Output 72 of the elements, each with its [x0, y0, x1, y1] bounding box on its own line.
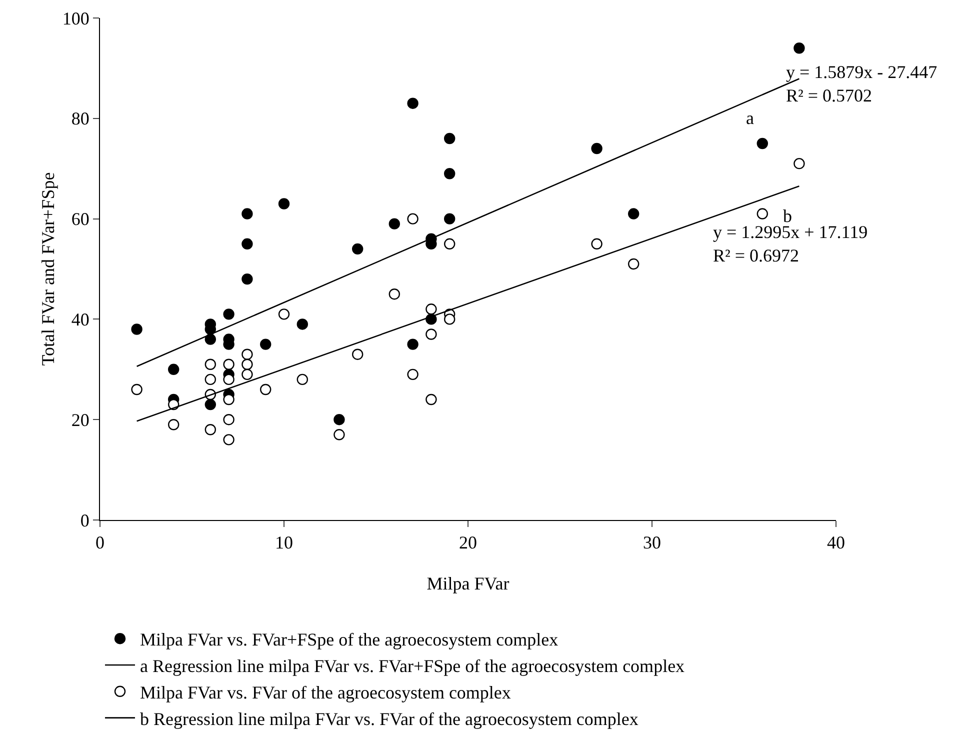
- point: [426, 328, 437, 340]
- point: [204, 358, 216, 370]
- point: [204, 334, 216, 345]
- point: [352, 348, 364, 360]
- point: [223, 374, 234, 386]
- point: [444, 238, 456, 250]
- point: [223, 358, 234, 370]
- annotation: a: [746, 108, 754, 128]
- point: [278, 308, 290, 320]
- point: [334, 414, 345, 426]
- point: [444, 132, 456, 144]
- point: [260, 384, 272, 396]
- point: [168, 364, 180, 375]
- legend-label: a Regression line milpa FVar vs. FVar+FSpe of the agroecosystem complex: [140, 656, 685, 676]
- point: [388, 218, 400, 230]
- point: [388, 288, 400, 300]
- point: [223, 434, 234, 446]
- point: [756, 208, 768, 220]
- point: [591, 238, 602, 250]
- point: [204, 374, 216, 386]
- point: [204, 398, 216, 410]
- y-tick-label: 60: [71, 209, 90, 230]
- point: [444, 314, 456, 325]
- point: [444, 168, 456, 180]
- point: [242, 208, 253, 220]
- x-tick-label: 10: [275, 532, 293, 553]
- point: [242, 238, 253, 250]
- point: [407, 98, 418, 109]
- y-tick-label: 80: [71, 108, 90, 129]
- point: [131, 324, 142, 335]
- y-tick-label: 100: [62, 8, 90, 28]
- point: [242, 358, 253, 370]
- x-tick-label: 20: [459, 532, 477, 553]
- point: [794, 42, 805, 54]
- point: [296, 318, 308, 330]
- point: [407, 338, 418, 350]
- point: [407, 213, 418, 224]
- legend-label: Milpa FVar vs. FVar+FSpe of the agroecosystem complex: [140, 630, 558, 650]
- y-tick-label: 40: [71, 310, 90, 330]
- legend-label: Milpa FVar vs. FVar of the agroecosystem complex: [140, 682, 511, 702]
- y-axis-title: Total FVar and FVar+FSpe: [38, 172, 58, 366]
- point: [444, 213, 456, 224]
- point: [352, 243, 364, 255]
- point: [204, 424, 216, 436]
- x-tick-label: 30: [643, 532, 661, 553]
- point: [223, 394, 234, 406]
- x-axis-title: Milpa FVar: [426, 574, 510, 594]
- point: [242, 273, 253, 285]
- point: [794, 158, 805, 170]
- x-tick-label: 40: [827, 532, 845, 553]
- point: [296, 374, 308, 386]
- point: [334, 429, 345, 440]
- x-tick-label: 0: [96, 532, 104, 553]
- point: [131, 384, 142, 396]
- point: [591, 142, 602, 154]
- y-tick-label: 0: [80, 510, 90, 530]
- point: [426, 394, 437, 406]
- point: [168, 419, 180, 430]
- point: [242, 368, 253, 380]
- point: [426, 304, 437, 315]
- point: [628, 258, 640, 270]
- point: [223, 308, 234, 320]
- point: [628, 208, 640, 220]
- point: [260, 338, 272, 350]
- point: [278, 198, 290, 210]
- point: [242, 348, 253, 360]
- point: [756, 138, 768, 150]
- point: [407, 368, 418, 380]
- legend-label: b Regression line milpa FVar vs. FVar of the agroecosystem complex: [140, 708, 638, 729]
- point: [223, 414, 234, 426]
- annotation: y = 1.5879x - 27.447 R² = 0.5702: [786, 62, 938, 106]
- y-tick-label: 20: [71, 410, 90, 430]
